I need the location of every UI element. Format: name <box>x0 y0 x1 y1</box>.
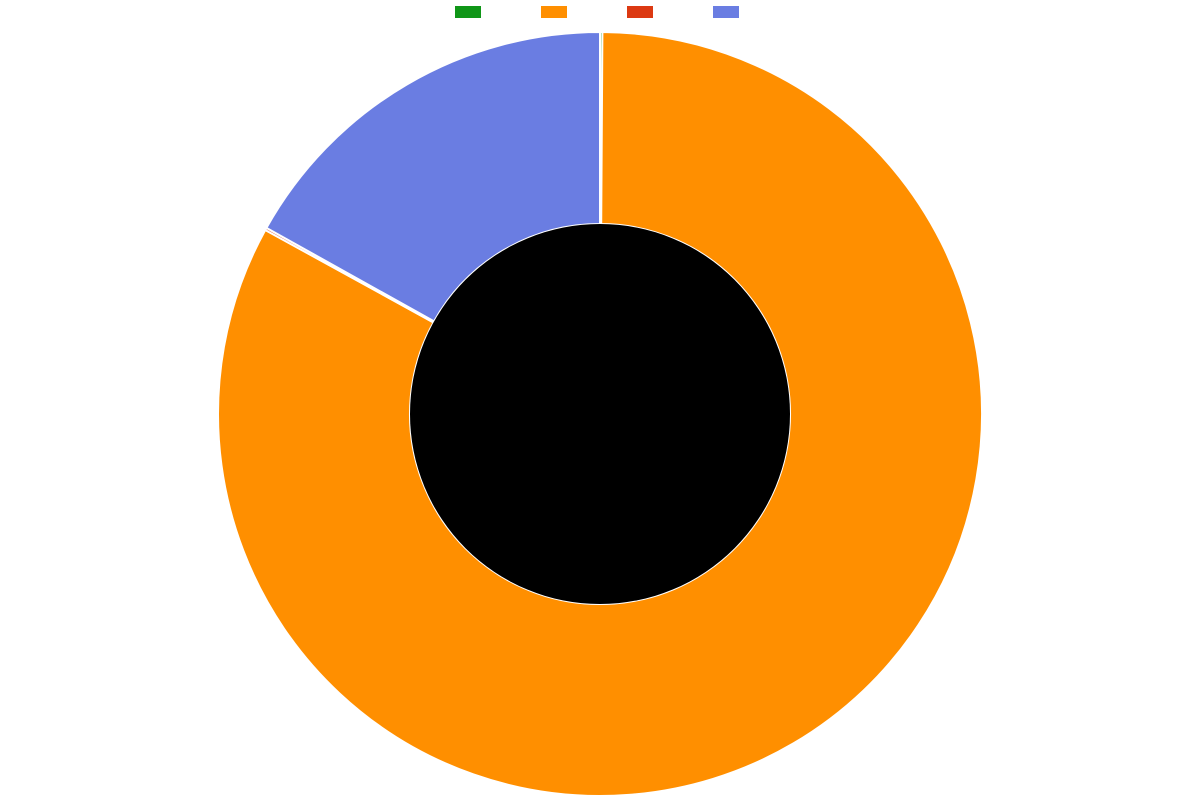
donut-chart <box>0 28 1200 800</box>
legend-item-3 <box>713 6 745 18</box>
legend-item-1 <box>541 6 573 18</box>
legend-item-0 <box>455 6 487 18</box>
legend <box>0 6 1200 18</box>
legend-swatch-1 <box>541 6 567 18</box>
legend-swatch-3 <box>713 6 739 18</box>
legend-swatch-2 <box>627 6 653 18</box>
legend-item-2 <box>627 6 659 18</box>
donut-hole <box>410 224 790 604</box>
chart-container <box>0 0 1200 800</box>
legend-swatch-0 <box>455 6 481 18</box>
